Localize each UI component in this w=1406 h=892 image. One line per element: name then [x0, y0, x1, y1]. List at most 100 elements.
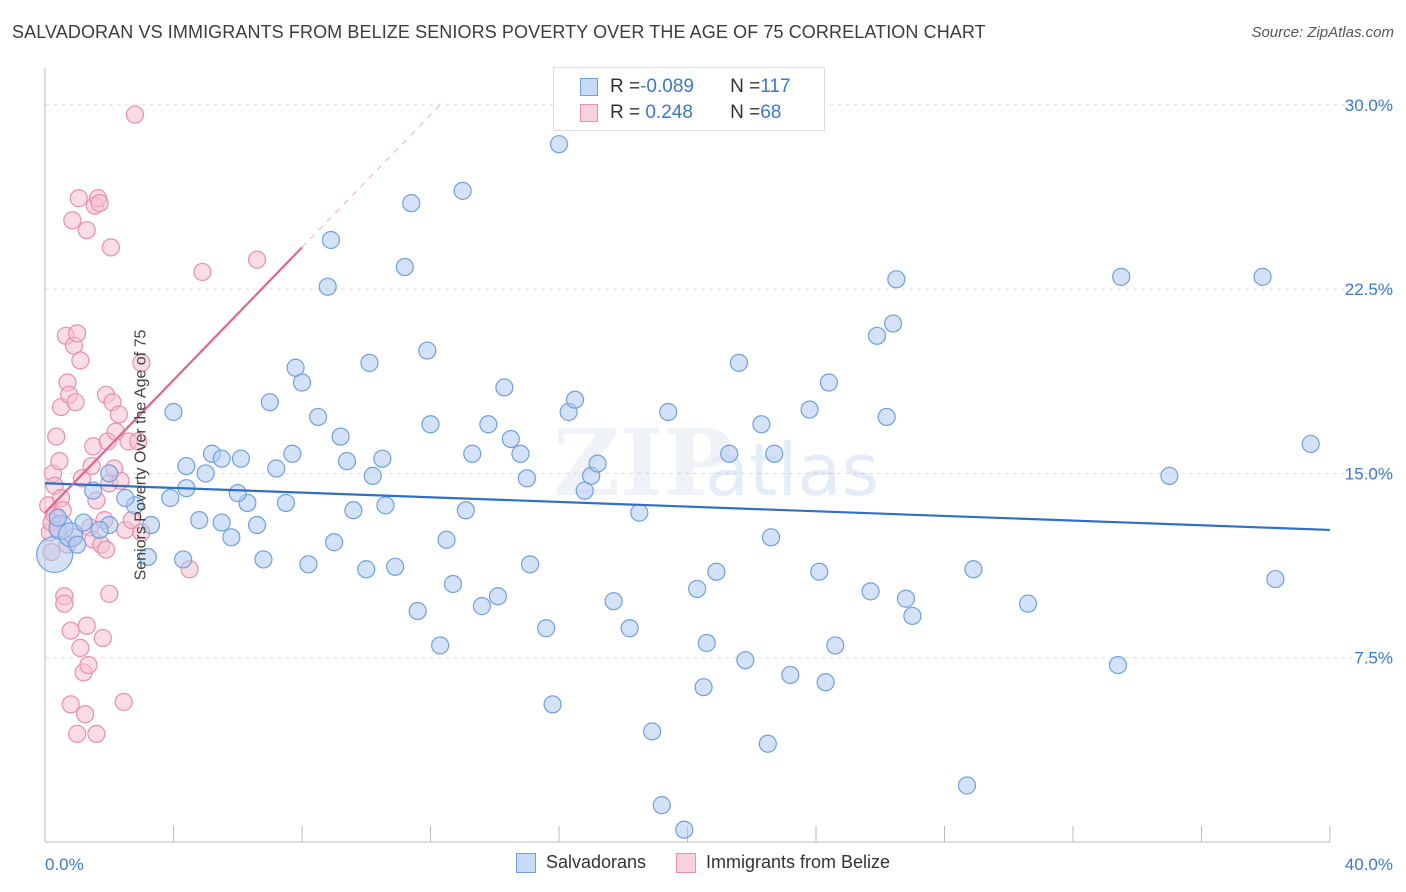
salvadoran-point	[1112, 267, 1131, 286]
salvadoran-point	[283, 444, 302, 463]
y-axis-label: Seniors Poverty Over the Age of 75	[132, 329, 150, 581]
salvadoran-point	[453, 181, 472, 200]
belize-point	[79, 655, 98, 675]
source-credit: Source: ZipAtlas.com	[1251, 24, 1394, 41]
belize-point	[61, 695, 80, 714]
salvadoran-point	[761, 528, 781, 547]
belize-point	[55, 594, 74, 613]
belize-point	[132, 353, 151, 372]
belize-trend-line	[44, 246, 303, 514]
salvadoran-point	[549, 135, 569, 154]
salvadoran-point	[456, 501, 475, 520]
salvadoran-point	[337, 452, 357, 471]
legend-n-value: 117	[760, 76, 791, 97]
belize-point	[93, 628, 112, 648]
salvadoran-point	[164, 402, 183, 422]
salvadoran-point	[100, 464, 119, 483]
salvadoran-point	[697, 633, 716, 653]
belize-point	[114, 692, 133, 712]
salvadoran-point	[659, 402, 678, 422]
watermark-atlas: atlas	[705, 428, 879, 512]
x-tick-label: 0.0%	[45, 855, 84, 874]
salvadoran-point	[736, 651, 755, 670]
salvadoran-point	[344, 501, 363, 520]
salvadoran-point	[437, 530, 456, 549]
salvadoran-point	[174, 550, 193, 569]
legend-swatch-pink	[580, 104, 598, 122]
salvadoran-point	[395, 257, 414, 277]
salvadoran-point	[1108, 655, 1128, 675]
salvadoran-point	[781, 665, 800, 685]
salvadoran-point	[543, 695, 562, 714]
salvadoran-point	[363, 466, 382, 485]
salvadoran-point	[652, 796, 671, 815]
legend-n-label: N =	[730, 76, 761, 97]
salvadoran-point	[877, 407, 896, 427]
salvadoran-point	[321, 230, 341, 250]
salvadoran-point	[402, 194, 421, 213]
chart-title: SALVADORAN VS IMMIGRANTS FROM BELIZE SEN…	[12, 22, 986, 42]
salvadoran-point	[537, 619, 556, 638]
salvadoran-point	[501, 429, 520, 449]
salvadoran-point	[517, 469, 536, 488]
salvadoran-point	[222, 528, 241, 547]
y-tick-label: 22.5%	[1345, 280, 1393, 299]
salvadoran-point	[228, 483, 247, 503]
salvadoran-point	[196, 464, 215, 483]
salvadoran-point	[431, 636, 450, 655]
salvadoran-point	[177, 456, 196, 476]
salvadoran-point	[511, 444, 530, 463]
salvadoran-point	[1160, 466, 1179, 485]
salvadoran-point	[357, 560, 376, 579]
salvadoran-point	[116, 488, 135, 508]
legend-item-belize: Immigrants from Belize	[676, 852, 890, 873]
series-legend: Salvadorans Immigrants from Belize	[0, 852, 1406, 873]
salvadoran-point	[816, 673, 835, 692]
belize-point	[77, 616, 96, 635]
belize-point	[87, 724, 106, 743]
belize-point	[100, 584, 119, 603]
belize-point	[125, 105, 145, 124]
belize-point	[109, 405, 128, 424]
salvadoran-point	[565, 390, 585, 409]
salvadoran-point	[276, 493, 296, 513]
legend-r-label: R =	[610, 102, 641, 123]
salvadoran-point	[729, 353, 749, 372]
salvadoran-point	[212, 449, 231, 468]
salvadoran-points	[36, 135, 1320, 839]
belize-point	[72, 469, 92, 488]
salvadoran-point	[588, 454, 607, 473]
belize-point	[66, 393, 85, 412]
belize-points	[39, 105, 267, 743]
belize-point	[50, 452, 69, 471]
watermark: ZIP atlas	[553, 409, 879, 517]
salvadoran-point	[688, 579, 707, 599]
salvadoran-point	[630, 503, 649, 522]
salvadoran-point	[604, 592, 623, 611]
salvadoran-point	[1253, 267, 1272, 286]
y-tick-label: 15.0%	[1345, 464, 1393, 483]
salvadoran-point	[267, 459, 286, 478]
salvadoran-point	[758, 734, 777, 753]
salvadoran-point	[212, 513, 231, 532]
legend-row-belize: R = 0.248 N = 68	[554, 100, 781, 126]
salvadoran-point	[68, 535, 87, 554]
salvadoran-point	[373, 449, 392, 468]
salvadoran-point	[292, 373, 312, 392]
salvadoran-point	[495, 378, 514, 397]
salvadoran-point	[418, 341, 437, 360]
belize-point	[61, 621, 80, 640]
salvadoran-point	[957, 776, 977, 795]
legend-r-value: -0.089	[640, 76, 694, 97]
legend-n-value: 68	[760, 102, 782, 123]
belize-point	[247, 250, 267, 269]
salvadoran-point	[887, 270, 906, 289]
salvadoran-point	[231, 449, 251, 468]
belize-point	[129, 432, 148, 451]
salvadoran-point	[325, 533, 344, 552]
salvadoran-point	[84, 481, 103, 500]
salvadoran-point	[408, 601, 427, 621]
salvadoran-point	[819, 373, 838, 392]
legend-r-value: 0.248	[640, 102, 693, 123]
